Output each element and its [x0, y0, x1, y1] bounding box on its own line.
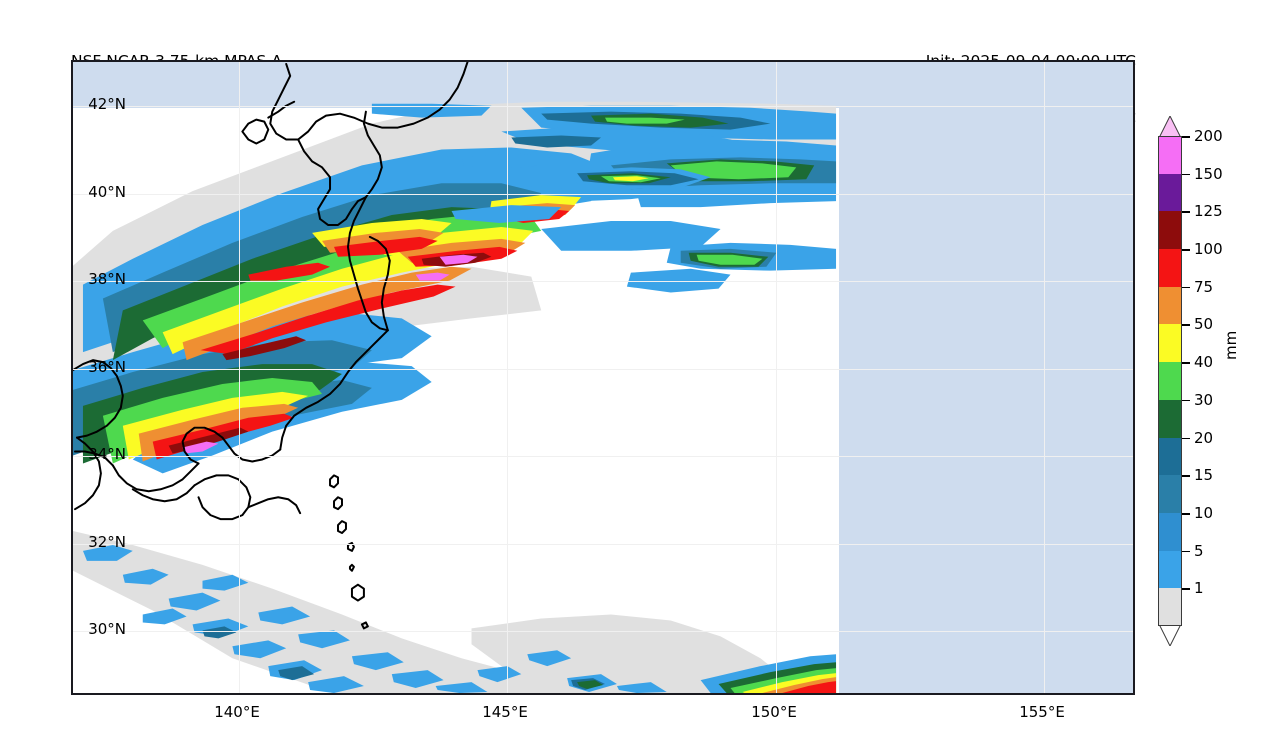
colorbar-tick-50 — [1182, 324, 1190, 327]
colorbar-tick-150 — [1182, 173, 1190, 176]
xtick-label-155: 155°E — [1019, 703, 1065, 721]
colorbar-band-150 — [1158, 173, 1182, 212]
gridline-lat-40 — [73, 194, 1133, 195]
ytick-label-40: 40°N — [88, 183, 126, 201]
ytick-label-32: 32°N — [88, 533, 126, 551]
colorbar-tick-100 — [1182, 249, 1190, 251]
gridline-lon-150 — [776, 62, 777, 693]
colorbar-label-150: 150 — [1194, 164, 1223, 183]
colorbar-tick-75 — [1182, 286, 1190, 289]
gridline-lon-140 — [239, 62, 240, 693]
xtick-label-140: 140°E — [214, 703, 260, 721]
colorbar-band-200 — [1158, 136, 1182, 174]
ytick-label-30: 30°N — [88, 620, 126, 638]
colorbar-band-10 — [1158, 512, 1182, 551]
colorbar-band-125 — [1158, 211, 1182, 250]
colorbar-under-arrow — [1158, 622, 1182, 646]
colorbar-label-75: 75 — [1194, 277, 1214, 296]
colorbar-tick-30 — [1182, 399, 1190, 402]
colorbar-band-5 — [1158, 550, 1182, 589]
map-plot-area[interactable] — [71, 60, 1135, 695]
north-ocean-band — [73, 62, 839, 108]
gridline-lat-34 — [73, 456, 1133, 457]
colorbar-tick-200 — [1182, 136, 1190, 138]
xtick-label-145: 145°E — [482, 703, 528, 721]
gridline-lat-30 — [73, 631, 1133, 632]
colorbar-band-100 — [1158, 249, 1182, 287]
colorbar-band-1 — [1158, 588, 1182, 626]
colorbar-tick-20 — [1182, 437, 1190, 440]
coastline-overlay — [73, 62, 469, 630]
colorbar-tick-10 — [1182, 512, 1190, 515]
colorbar-label-15: 15 — [1194, 466, 1214, 485]
colorbar-label-1: 1 — [1194, 579, 1204, 598]
colorbar-label-125: 125 — [1194, 202, 1223, 221]
colorbar-band-50 — [1158, 324, 1182, 363]
colorbar-band-40 — [1158, 362, 1182, 400]
ytick-label-34: 34°N — [88, 445, 126, 463]
gridline-lat-38 — [73, 281, 1133, 282]
colorbar-tick-1 — [1182, 588, 1190, 590]
ytick-label-38: 38°N — [88, 270, 126, 288]
gridline-lon-155 — [1044, 62, 1045, 693]
colorbar-tick-15 — [1182, 475, 1190, 477]
colorbar-label-10: 10 — [1194, 503, 1214, 522]
gridline-lon-145 — [507, 62, 508, 693]
ytick-label-36: 36°N — [88, 358, 126, 376]
colorbar-label-50: 50 — [1194, 315, 1214, 334]
colorbar-band-20 — [1158, 437, 1182, 476]
gridline-lat-42 — [73, 106, 1133, 107]
colorbar-label-40: 40 — [1194, 353, 1214, 372]
precipitation-field — [73, 101, 837, 693]
colorbar-over-arrow — [1158, 116, 1182, 140]
colorbar-label-20: 20 — [1194, 428, 1214, 447]
colorbar-label-5: 5 — [1194, 541, 1204, 560]
colorbar-band-15 — [1158, 475, 1182, 513]
colorbar-band-75 — [1158, 286, 1182, 325]
colorbar-tick-40 — [1182, 362, 1190, 364]
colorbar[interactable]: 1 5 10 15 20 30 40 50 75 100 125 150 200 — [1158, 116, 1223, 646]
colorbar-label-100: 100 — [1194, 240, 1223, 259]
colorbar-label-30: 30 — [1194, 390, 1214, 409]
gridline-lat-32 — [73, 544, 1133, 545]
colorbar-tick-125 — [1182, 211, 1190, 213]
colorbar-label-200: 200 — [1194, 127, 1223, 145]
ytick-label-42: 42°N — [88, 95, 126, 113]
xtick-label-150: 150°E — [751, 703, 797, 721]
colorbar-unit-label: mm — [1222, 330, 1240, 360]
gridline-lat-36 — [73, 369, 1133, 370]
colorbar-band-30 — [1158, 399, 1182, 438]
colorbar-tick-5 — [1182, 550, 1190, 553]
